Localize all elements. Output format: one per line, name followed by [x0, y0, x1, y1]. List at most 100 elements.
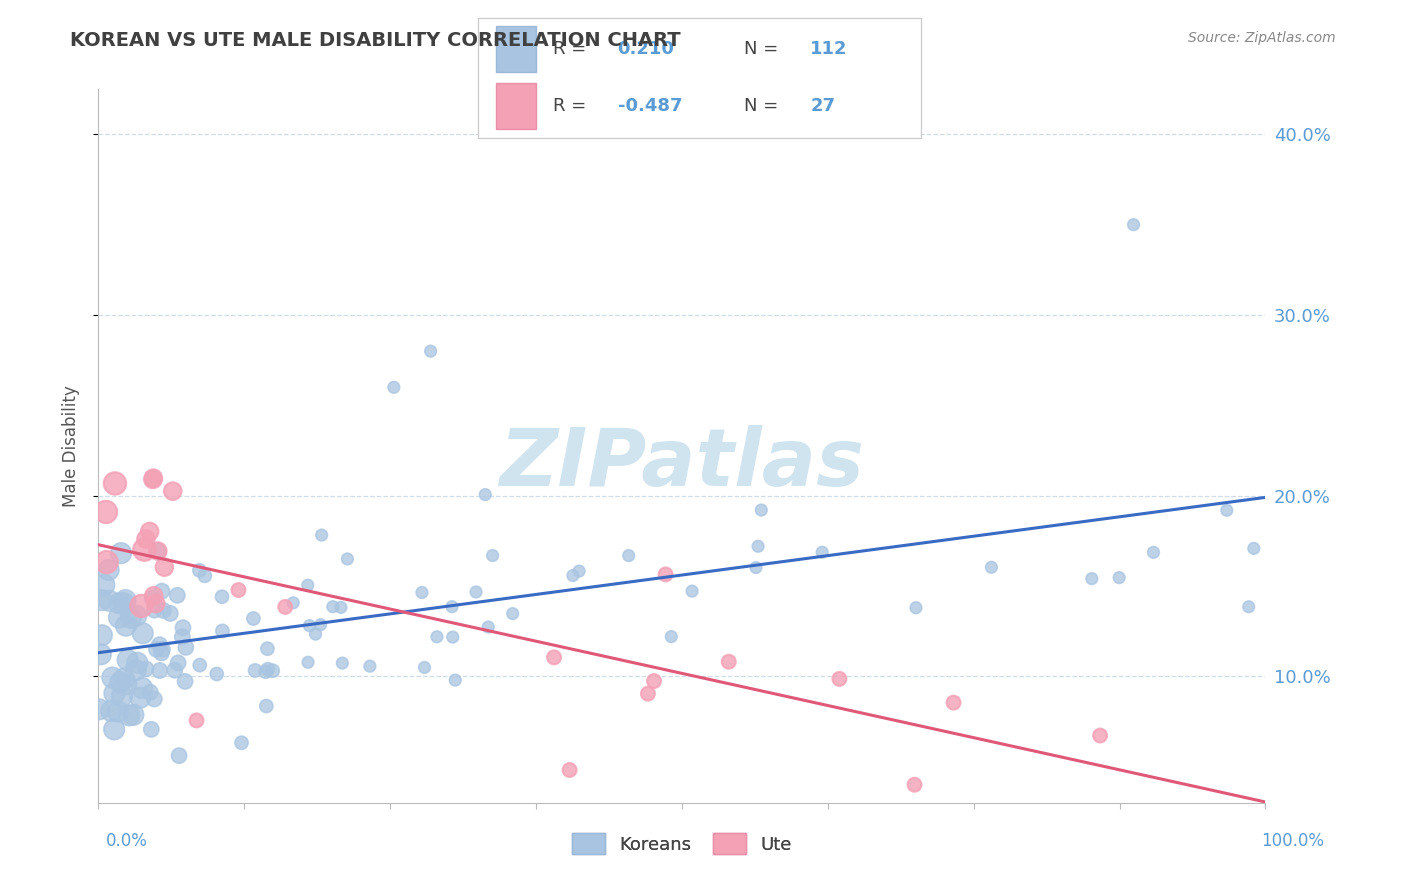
Point: [1088, 729, 1111, 743]
Point: [93, 578, 115, 592]
Point: [637, 687, 659, 701]
Point: [1142, 545, 1164, 559]
Point: [103, 686, 125, 700]
Point: [98, 594, 121, 608]
Point: [558, 763, 581, 777]
Point: [243, 664, 266, 678]
Point: [330, 656, 353, 670]
Point: [139, 685, 162, 699]
Point: [135, 662, 157, 676]
Point: [1216, 503, 1239, 517]
Point: [163, 663, 186, 677]
Point: [143, 603, 166, 617]
Point: [115, 677, 138, 691]
Point: [107, 705, 129, 719]
Point: [336, 552, 359, 566]
Point: [228, 582, 250, 597]
Text: KOREAN VS UTE MALE DISABILITY CORRELATION CHART: KOREAN VS UTE MALE DISABILITY CORRELATIO…: [70, 31, 681, 50]
Point: [211, 624, 233, 638]
Point: [440, 599, 463, 614]
Point: [138, 524, 160, 539]
Point: [257, 662, 280, 676]
Point: [90, 628, 112, 642]
Point: [811, 545, 834, 559]
Point: [162, 484, 184, 499]
Point: [828, 672, 851, 686]
Point: [254, 699, 277, 714]
Point: [150, 646, 173, 660]
Point: [903, 778, 925, 792]
Point: [304, 627, 326, 641]
Point: [125, 663, 148, 677]
Point: [254, 665, 277, 679]
Point: [141, 723, 163, 737]
Point: [309, 617, 332, 632]
Point: [96, 555, 118, 569]
Point: [904, 600, 927, 615]
FancyBboxPatch shape: [496, 83, 536, 128]
Point: [129, 690, 152, 705]
Point: [112, 596, 135, 610]
Point: [543, 650, 565, 665]
Point: [747, 539, 769, 553]
Point: [256, 641, 278, 656]
Point: [477, 620, 499, 634]
Point: [1122, 218, 1144, 232]
Text: Source: ZipAtlas.com: Source: ZipAtlas.com: [1188, 31, 1336, 45]
Point: [745, 560, 768, 574]
Text: ZIPatlas: ZIPatlas: [499, 425, 865, 503]
Point: [141, 591, 163, 606]
Point: [125, 608, 148, 623]
Point: [146, 544, 169, 558]
Point: [242, 611, 264, 625]
Point: [211, 590, 233, 604]
Point: [142, 589, 165, 603]
Text: N =: N =: [744, 96, 783, 115]
Point: [167, 748, 190, 763]
Point: [110, 675, 132, 690]
Point: [108, 610, 131, 624]
FancyBboxPatch shape: [496, 26, 536, 72]
Point: [322, 599, 344, 614]
Point: [194, 569, 217, 583]
Point: [205, 667, 228, 681]
Point: [108, 596, 131, 610]
Point: [172, 630, 194, 644]
Point: [159, 607, 181, 621]
Point: [231, 736, 253, 750]
Point: [118, 708, 141, 723]
Point: [149, 664, 172, 678]
Point: [167, 656, 190, 670]
Text: 0.0%: 0.0%: [105, 831, 148, 849]
Point: [444, 673, 467, 687]
Point: [174, 674, 197, 689]
Point: [131, 599, 153, 613]
Point: [283, 596, 305, 610]
Point: [1237, 599, 1260, 614]
Point: [426, 630, 449, 644]
Point: [1243, 541, 1265, 556]
Text: -0.487: -0.487: [617, 96, 682, 115]
Point: [131, 681, 153, 695]
Point: [132, 626, 155, 640]
Point: [146, 544, 169, 558]
Point: [329, 600, 352, 615]
Point: [87, 702, 110, 716]
Point: [142, 471, 165, 485]
Point: [148, 638, 170, 652]
Point: [297, 655, 319, 669]
Point: [142, 473, 165, 487]
Point: [1108, 571, 1130, 585]
Point: [188, 563, 211, 577]
Point: [481, 549, 503, 563]
Point: [419, 344, 441, 359]
Point: [174, 640, 197, 655]
Point: [100, 704, 122, 718]
Point: [122, 707, 145, 722]
Y-axis label: Male Disability: Male Disability: [62, 385, 80, 507]
Point: [568, 564, 591, 578]
Point: [97, 563, 120, 577]
Point: [659, 630, 682, 644]
Point: [382, 380, 405, 394]
Text: R =: R =: [554, 40, 592, 58]
